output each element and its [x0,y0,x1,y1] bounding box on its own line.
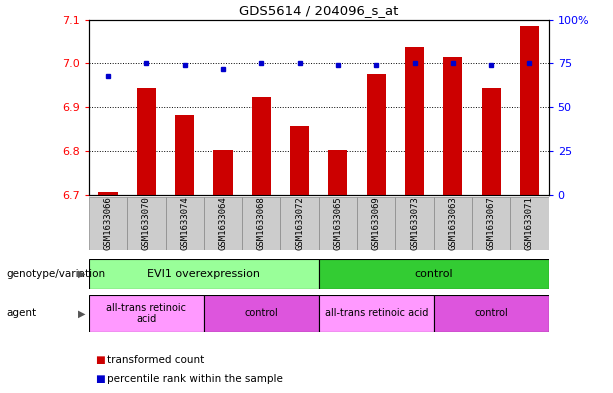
Text: agent: agent [6,309,36,318]
Bar [443,57,462,195]
Text: GSM1633066: GSM1633066 [104,196,113,250]
Bar [472,196,510,250]
Bar [395,196,434,250]
Text: control: control [245,309,278,318]
Text: GSM1633074: GSM1633074 [180,196,189,250]
Text: ▶: ▶ [78,269,85,279]
Bar [204,196,242,250]
Text: ▶: ▶ [78,309,85,318]
Text: GSM1633064: GSM1633064 [218,196,227,250]
Text: control: control [474,309,508,318]
Bar [213,150,232,195]
Text: control: control [414,269,453,279]
Text: all-trans retinoic
acid: all-trans retinoic acid [106,303,186,324]
Bar [482,88,501,195]
Text: GSM1633065: GSM1633065 [333,196,343,250]
Text: EVI1 overexpression: EVI1 overexpression [147,269,261,279]
Text: transformed count: transformed count [107,354,205,365]
Bar [175,115,194,195]
Bar [319,259,549,289]
Bar [252,97,271,195]
Bar [99,192,118,195]
Bar [367,74,386,195]
Bar [281,196,319,250]
Bar [166,196,204,250]
Bar [242,196,281,250]
Text: ■: ■ [95,374,105,384]
Bar [434,196,472,250]
Bar [434,295,549,332]
Text: GSM1633070: GSM1633070 [142,196,151,250]
Text: percentile rank within the sample: percentile rank within the sample [107,374,283,384]
Text: GSM1633068: GSM1633068 [257,196,266,250]
Text: GSM1633067: GSM1633067 [487,196,496,250]
Text: GSM1633072: GSM1633072 [295,196,304,250]
Bar [319,196,357,250]
Text: genotype/variation: genotype/variation [6,269,105,279]
Bar [89,295,204,332]
Bar [290,126,309,195]
Title: GDS5614 / 204096_s_at: GDS5614 / 204096_s_at [239,4,398,17]
Bar [510,196,549,250]
Text: GSM1633071: GSM1633071 [525,196,534,250]
Text: ■: ■ [95,354,105,365]
Bar [89,259,319,289]
Text: all-trans retinoic acid: all-trans retinoic acid [324,309,428,318]
Text: GSM1633063: GSM1633063 [448,196,457,250]
Bar [405,47,424,195]
Text: GSM1633073: GSM1633073 [410,196,419,250]
Bar [520,26,539,195]
Bar [357,196,395,250]
Bar [204,295,319,332]
Bar [329,150,348,195]
Bar [89,196,128,250]
Bar [319,295,434,332]
Bar [137,88,156,195]
Text: GSM1633069: GSM1633069 [371,196,381,250]
Bar [128,196,166,250]
